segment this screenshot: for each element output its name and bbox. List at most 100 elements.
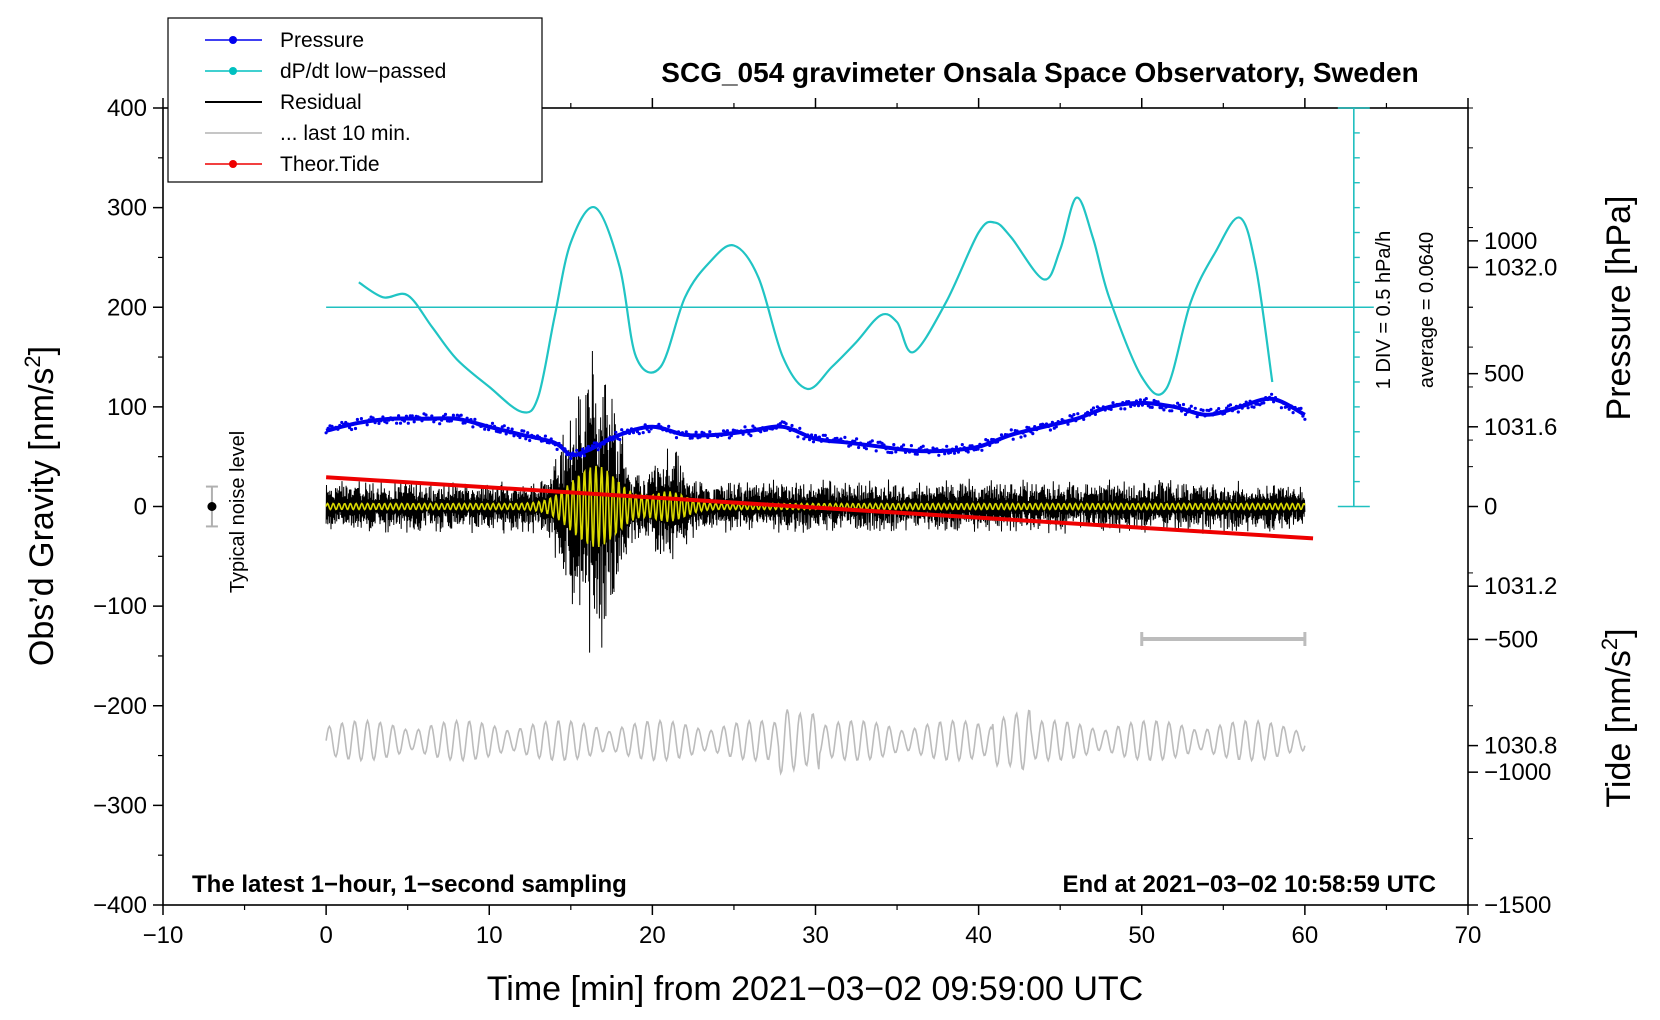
pressure-point <box>487 428 491 432</box>
pressure-point <box>569 456 573 460</box>
pressure-point <box>663 427 667 431</box>
pressure-point <box>637 432 641 436</box>
pressure-point <box>657 422 661 426</box>
pressure-point <box>1048 428 1052 432</box>
pressure-point <box>1301 414 1305 418</box>
tide-axis-title: Tide [nm/s2] <box>1597 628 1638 807</box>
x-tick-label: 70 <box>1455 922 1482 949</box>
pressure-point <box>1234 404 1238 408</box>
pressure-point <box>1037 425 1041 430</box>
pressure-point <box>935 447 939 451</box>
pressure-point <box>796 435 800 439</box>
pressure-point <box>438 422 442 426</box>
pressure-point <box>841 439 845 444</box>
pressure-point <box>340 420 344 425</box>
pressure-point <box>774 426 779 430</box>
pressure-point <box>1266 397 1270 402</box>
pressure-point <box>440 418 444 422</box>
pressure-point <box>526 431 530 435</box>
pressure-point <box>1044 422 1049 426</box>
pressure-point <box>1197 412 1201 416</box>
pressure-point <box>692 433 696 437</box>
pressure-point <box>860 443 865 447</box>
pressure-point <box>1236 410 1240 414</box>
pressure-point <box>483 427 487 431</box>
pressure-point <box>1293 405 1297 410</box>
pressure-point <box>465 416 469 420</box>
pressure-point <box>498 430 502 434</box>
pressure-point <box>618 437 622 442</box>
pressure-point <box>1244 400 1248 404</box>
pressure-point <box>594 441 598 445</box>
x-tick-label: −10 <box>143 922 184 949</box>
last-10min-trace <box>325 709 1306 776</box>
pressure-point <box>359 417 363 421</box>
pressure-point <box>1264 396 1268 400</box>
last-10min-trace-group <box>325 709 1306 776</box>
chart-title: SCG_054 gravimeter Onsala Space Observat… <box>661 57 1418 88</box>
pressure-point <box>960 443 964 447</box>
pressure-point <box>849 443 853 447</box>
pressure-point <box>655 424 659 428</box>
x-tick-label: 40 <box>965 922 992 949</box>
pressure-point <box>806 433 810 437</box>
pressure-point <box>954 445 959 449</box>
pressure-point <box>549 437 553 441</box>
pressure-point <box>453 416 457 420</box>
pressure-point <box>682 433 686 437</box>
pressure-point <box>995 440 1000 444</box>
pressure-point <box>902 443 906 447</box>
pressure-point <box>451 413 455 417</box>
pressure-point <box>1219 410 1223 414</box>
y-tick-label: 100 <box>107 394 147 421</box>
pressure-point <box>945 444 949 448</box>
pressure-point <box>581 447 585 451</box>
pressure-point <box>894 450 898 454</box>
y-tick-label: 0 <box>134 494 147 521</box>
pressure-point <box>980 448 984 452</box>
pressure-point <box>1291 411 1295 415</box>
pressure-axis-title: Pressure [hPa] <box>1600 196 1638 421</box>
residual-trace <box>325 350 1306 653</box>
pressure-point <box>1160 406 1164 410</box>
tide-tick-label: 500 <box>1484 361 1524 388</box>
x-tick-label: 60 <box>1292 922 1319 949</box>
pressure-point <box>725 429 730 433</box>
pressure-point <box>949 450 953 454</box>
pressure-point <box>590 444 594 448</box>
tide-tick-label: 0 <box>1484 494 1497 521</box>
pressure-point <box>1240 406 1244 410</box>
pressure-point <box>976 447 980 451</box>
pressure-point <box>817 435 822 439</box>
pressure-point <box>481 424 485 428</box>
pressure-point <box>588 448 593 452</box>
pressure-point <box>1185 410 1189 414</box>
pressure-point <box>680 431 685 435</box>
pressure-point <box>492 424 497 428</box>
pressure-point <box>1209 407 1213 411</box>
pressure-point <box>1111 401 1115 405</box>
pressure-point <box>1093 412 1097 416</box>
pressure-point <box>1082 417 1086 421</box>
pressure-point <box>1129 404 1133 409</box>
pressure-point <box>743 425 747 429</box>
pressure-point <box>659 425 663 429</box>
pressure-point <box>406 421 410 425</box>
tide-tick-label: −1000 <box>1484 759 1551 786</box>
pressure-point <box>1031 432 1035 436</box>
pressure-point <box>798 426 802 430</box>
pressure-point <box>1248 399 1252 403</box>
pressure-point <box>943 452 947 456</box>
pressure-point <box>1228 403 1233 407</box>
pressure-point <box>1181 402 1186 407</box>
y-tick-label: 400 <box>107 95 147 122</box>
pressure-point <box>393 417 397 421</box>
pressure-point <box>1144 397 1148 401</box>
pressure-point <box>1117 403 1121 407</box>
pressure-point <box>355 417 359 422</box>
tide-axis-title-close: ] <box>1600 628 1638 637</box>
legend-label: Pressure <box>280 29 364 52</box>
pressure-point <box>674 436 679 440</box>
pressure-point <box>631 431 636 435</box>
pressure-point <box>1076 412 1080 416</box>
